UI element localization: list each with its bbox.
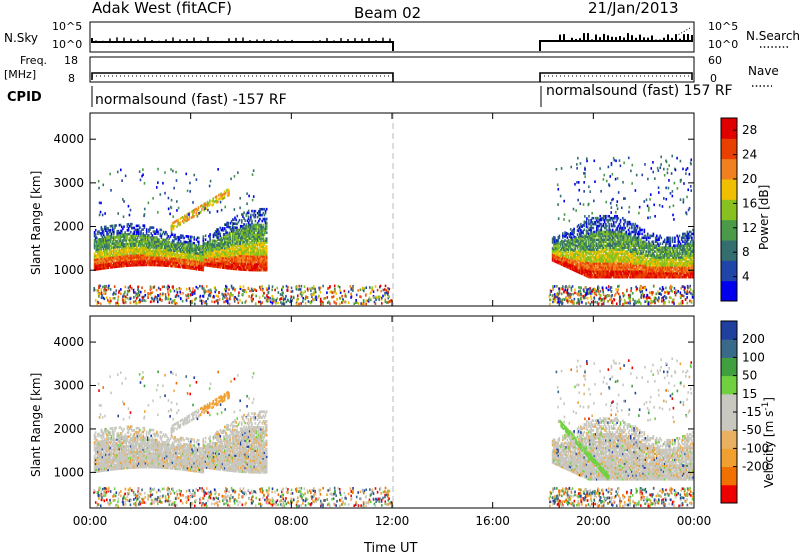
colorbar-tick-label: -200 xyxy=(742,460,769,474)
colorbar-swatch xyxy=(721,321,737,340)
colorbar-swatch xyxy=(721,158,737,180)
power-y-ticks: 1000 2000 3000 4000 xyxy=(53,132,694,277)
colorbar-tick-label: 8 xyxy=(742,245,750,259)
x-tick-label: 20:00 xyxy=(576,514,611,528)
y-tick-label: 1000 xyxy=(53,465,84,479)
colorbar-swatch xyxy=(721,339,737,358)
colorbar-swatch xyxy=(721,280,737,302)
colorbar-tick-label: 16 xyxy=(742,196,757,210)
y-tick-label: 4000 xyxy=(53,335,84,349)
colorbar-tick-label: 28 xyxy=(742,123,757,137)
colorbar-tick-label: 20 xyxy=(742,172,757,186)
colorbar-swatch xyxy=(721,448,737,468)
freq-label-2: [MHz] xyxy=(4,68,36,81)
colorbar-swatch xyxy=(721,393,737,413)
freq-label-1: Freq. xyxy=(20,54,47,67)
y-tick-label: 4000 xyxy=(53,132,84,146)
cpid-segment-1: normalsound (fast) -157 RF xyxy=(95,92,287,108)
time-axis: 00:00 04:00 08:00 12:00 16:00 20:00 00:00 xyxy=(73,113,712,528)
colorbar-tick-label: 24 xyxy=(742,148,757,162)
x-tick-label: 00:00 xyxy=(677,514,712,528)
colorbar-swatch xyxy=(721,199,737,221)
x-tick-label: 00:00 xyxy=(73,514,108,528)
x-axis-label: Time UT xyxy=(363,541,417,554)
colorbar-tick-label: 50 xyxy=(742,369,757,383)
cpid-row: CPID normalsound (fast) -157 RF normalso… xyxy=(7,83,733,108)
velocity-y-ticks: 1000 2000 3000 4000 xyxy=(53,335,694,479)
freq-trace-segment-2 xyxy=(539,72,693,82)
noise-left-tick-bottom: 10^0 xyxy=(52,38,82,51)
freq-trace-segment-1 xyxy=(91,72,394,82)
velocity-data xyxy=(93,357,694,508)
freq-tick-bottom: 8 xyxy=(68,72,75,85)
power-data xyxy=(93,154,694,306)
colorbar-swatch xyxy=(721,118,737,139)
colorbar-swatch xyxy=(721,357,737,377)
power-y-label: Slant Range [km] xyxy=(29,171,43,275)
noise-panel-frame xyxy=(89,21,695,53)
colorbar-swatch xyxy=(721,179,737,200)
velocity-y-label: Slant Range [km] xyxy=(29,373,43,477)
cpid-segment-2: normalsound (fast) 157 RF xyxy=(546,83,733,99)
power-panel: 1000 2000 3000 4000 Slant Range [km] 4 8 12 16… xyxy=(29,112,771,307)
station-title: Adak West (fitACF) xyxy=(92,0,232,17)
freq-panel-frame xyxy=(89,56,695,83)
colorbar-tick-label: 15 xyxy=(742,387,757,401)
velocity-panel: 1000 2000 3000 4000 Slant Range [km] 200 100… xyxy=(29,315,776,509)
colorbar-swatch xyxy=(721,466,737,486)
freq-tick-top: 18 xyxy=(64,54,78,67)
noise-right-tick-top: 10^5 xyxy=(708,20,738,33)
colorbar-tick-label: 12 xyxy=(742,221,757,235)
y-tick-label: 1000 xyxy=(53,263,84,277)
nave-label: Nave xyxy=(748,64,779,78)
colorbar-tick-label: -100 xyxy=(742,441,769,455)
colorbar-swatch xyxy=(721,240,737,261)
colorbar-swatch xyxy=(721,219,737,241)
power-colorbar: 4 8 12 16 20 24 28 xyxy=(720,117,757,302)
colorbar-tick-label: 200 xyxy=(742,332,765,346)
noise-right-tick-bottom: 10^0 xyxy=(708,38,738,51)
y-tick-label: 3000 xyxy=(53,176,84,190)
power-colorbar-label: Power [dB] xyxy=(757,185,771,250)
colorbar-tick-label: -50 xyxy=(742,423,762,437)
velocity-colorbar-label: Velocity [m s-1] xyxy=(761,397,776,488)
noise-left-label: N.Sky xyxy=(4,31,38,45)
colorbar-tick-label: -15 xyxy=(742,405,762,419)
noise-spikes xyxy=(95,27,691,42)
noise-right-label: N.Search xyxy=(746,29,800,43)
date-title: 21/Jan/2013 xyxy=(588,0,679,17)
x-tick-label: 04:00 xyxy=(173,514,208,528)
beam-title: Beam 02 xyxy=(354,4,421,22)
freq-panel: Freq. [MHz] 18 8 60 0 Nave xyxy=(4,54,779,87)
y-tick-label: 2000 xyxy=(53,422,84,436)
colorbar-swatch xyxy=(721,138,737,160)
cpid-label: CPID xyxy=(7,90,42,105)
colorbar-swatch xyxy=(721,375,737,395)
x-tick-label: 12:00 xyxy=(375,514,410,528)
colorbar-swatch xyxy=(721,412,737,431)
nave-tick-bottom: 0 xyxy=(710,72,717,85)
velocity-colorbar: 200 100 50 15 -15 -50 -100 -200 xyxy=(720,320,769,504)
y-tick-label: 2000 xyxy=(53,220,84,234)
colorbar-tick-label: 4 xyxy=(742,270,750,284)
colorbar-swatch xyxy=(721,430,737,449)
y-tick-label: 3000 xyxy=(53,379,84,393)
x-tick-label: 08:00 xyxy=(274,514,309,528)
colorbar-swatch xyxy=(721,260,737,282)
noise-left-tick-top: 10^5 xyxy=(52,20,82,33)
noise-panel: N.Sky 10^5 10^0 10^5 10^0 N.Search xyxy=(4,20,800,53)
x-tick-label: 16:00 xyxy=(475,514,510,528)
colorbar-tick-label: 100 xyxy=(742,350,765,364)
colorbar-swatch xyxy=(721,484,737,504)
nave-tick-top: 60 xyxy=(708,54,722,67)
